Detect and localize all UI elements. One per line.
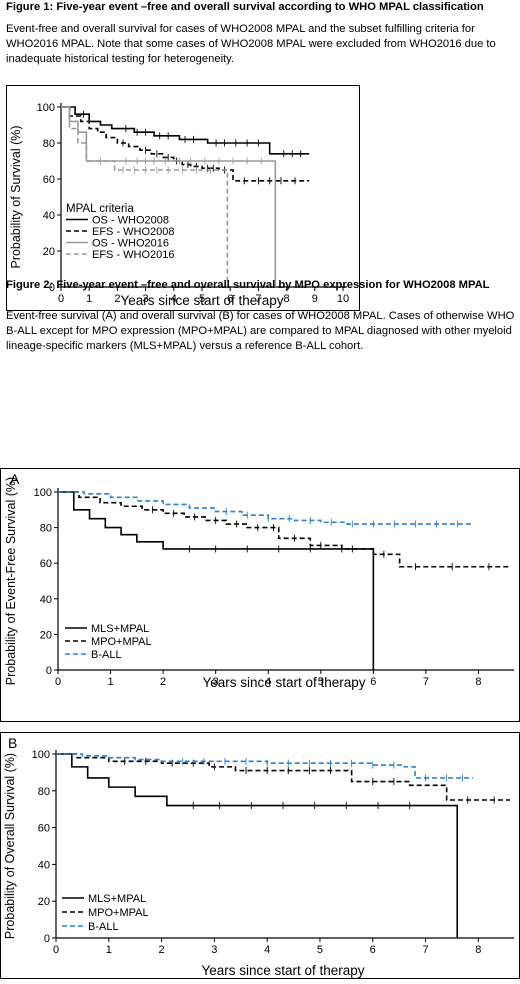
x-tick-label: 8	[475, 676, 481, 688]
x-tick-label: 0	[55, 676, 61, 688]
figure-1-caption: Figure 1: Five-year event –free and over…	[6, 1, 484, 13]
x-axis-label: Years since start of therapy	[202, 675, 365, 690]
legend-label-os-who2008: OS - WHO2008	[92, 215, 169, 227]
y-tick-label: 100	[32, 749, 50, 761]
x-tick-label: 7	[255, 293, 261, 305]
x-tick-label: 6	[227, 293, 233, 305]
x-tick-label: 2	[114, 293, 120, 305]
x-tick-label: 8	[475, 944, 481, 956]
x-tick-label: 0	[53, 944, 59, 956]
x-tick-label: 3	[211, 944, 217, 956]
y-tick-label: 20	[38, 896, 50, 908]
x-tick-label: 5	[318, 676, 324, 688]
series-line-mls-mpal	[58, 491, 375, 670]
figure-1-description: Event-free and overall survival for case…	[6, 23, 496, 65]
y-tick-label: 0	[46, 665, 52, 677]
y-tick-label: 40	[38, 859, 50, 871]
series-line-b-all	[58, 491, 474, 525]
x-tick-label: 4	[265, 676, 271, 688]
figure-2a-chart: A 0 1 2 3 4 5 6 7 8 0 20 40 60 80 100 Years since start …	[0, 468, 520, 722]
x-tick-label: 4	[264, 944, 270, 956]
x-tick-label: 4	[171, 293, 177, 305]
y-tick-label: 0	[49, 282, 55, 294]
chart-frame	[6, 85, 360, 311]
panel-label: A	[10, 471, 20, 487]
legend-label-mls-mpal: MLS+MPAL	[91, 623, 149, 635]
y-tick-label: 60	[38, 823, 50, 835]
series-line-mls-mpal	[56, 753, 459, 938]
legend-label-os-who2016: OS - WHO2016	[92, 238, 169, 250]
y-tick-label: 60	[43, 174, 55, 186]
x-tick-label: 0	[58, 293, 64, 305]
x-tick-label: 2	[159, 944, 165, 956]
y-tick-label: 80	[40, 523, 52, 535]
figure-2-caption: Figure 2: Five-year event –free and over…	[6, 279, 490, 291]
panel-label: B	[8, 735, 17, 751]
x-tick-label: 1	[106, 944, 112, 956]
series-line-mpo-mpal	[56, 753, 510, 801]
legend-label-mpo-mpal: MPO+MPAL	[91, 636, 152, 648]
x-axis-label: Years since start of therapy	[120, 293, 283, 308]
y-axis-label: Probability of Overall Survival (%)	[3, 753, 17, 939]
y-tick-label: 20	[40, 629, 52, 641]
figure-2-description: Event-free survival (A) and overall surv…	[6, 310, 515, 352]
x-tick-label: 7	[423, 676, 429, 688]
y-axis-label: Probability of Event-Free Survival (%)	[4, 477, 18, 685]
series-line-os-who2008	[61, 106, 310, 155]
x-tick-label: 7	[422, 944, 428, 956]
legend-label-efs-who2008: EFS - WHO2008	[92, 226, 175, 238]
legend-label-b-all: B-ALL	[91, 649, 122, 661]
y-tick-label: 60	[40, 558, 52, 570]
legend-title: MPAL criteria	[66, 203, 134, 215]
x-tick-label: 3	[143, 293, 149, 305]
x-tick-label: 5	[199, 293, 205, 305]
y-axis-label: Probability of Survival (%)	[9, 125, 23, 268]
y-tick-label: 80	[43, 138, 55, 150]
x-tick-label: 6	[370, 944, 376, 956]
figure-2b-chart: B 0 1 2 3 4 5 6 7 8 0 20 40 60 80 100 Years since start …	[0, 732, 520, 979]
legend-label-mpo-mpal: MPO+MPAL	[88, 907, 149, 919]
legend-label-mls-mpal: MLS+MPAL	[88, 893, 146, 905]
y-tick-label: 100	[37, 102, 55, 114]
y-tick-label: 100	[34, 487, 52, 499]
series-line-efs-who2008	[61, 106, 310, 182]
x-tick-label: 1	[107, 676, 113, 688]
x-tick-label: 2	[160, 676, 166, 688]
x-tick-label: 1	[86, 293, 92, 305]
x-tick-label: 9	[312, 293, 318, 305]
chart-frame	[0, 732, 520, 979]
series-line-b-all	[56, 753, 474, 779]
x-tick-label: 6	[370, 676, 376, 688]
x-axis-label: Years since start of therapy	[201, 963, 364, 978]
x-tick-label: 5	[317, 944, 323, 956]
y-tick-label: 0	[44, 933, 50, 945]
y-tick-label: 80	[38, 786, 50, 798]
series-line-efs-who2016	[61, 106, 229, 287]
y-tick-label: 40	[40, 594, 52, 606]
series-line-os-who2016	[61, 106, 277, 287]
figure-1-chart: 0 1 2 3 4 5 6 7 8 9 10 0 20 40 60 80 100 Years since star…	[6, 85, 360, 311]
x-tick-label: 10	[337, 293, 349, 305]
x-tick-label: 3	[213, 676, 219, 688]
legend-label-efs-who2016: EFS - WHO2016	[92, 249, 175, 261]
x-tick-label: 8	[284, 293, 290, 305]
series-line-mpo-mpal	[58, 491, 510, 568]
y-tick-label: 40	[43, 210, 55, 222]
y-tick-label: 20	[43, 246, 55, 258]
legend-label-b-all: B-ALL	[88, 921, 119, 933]
